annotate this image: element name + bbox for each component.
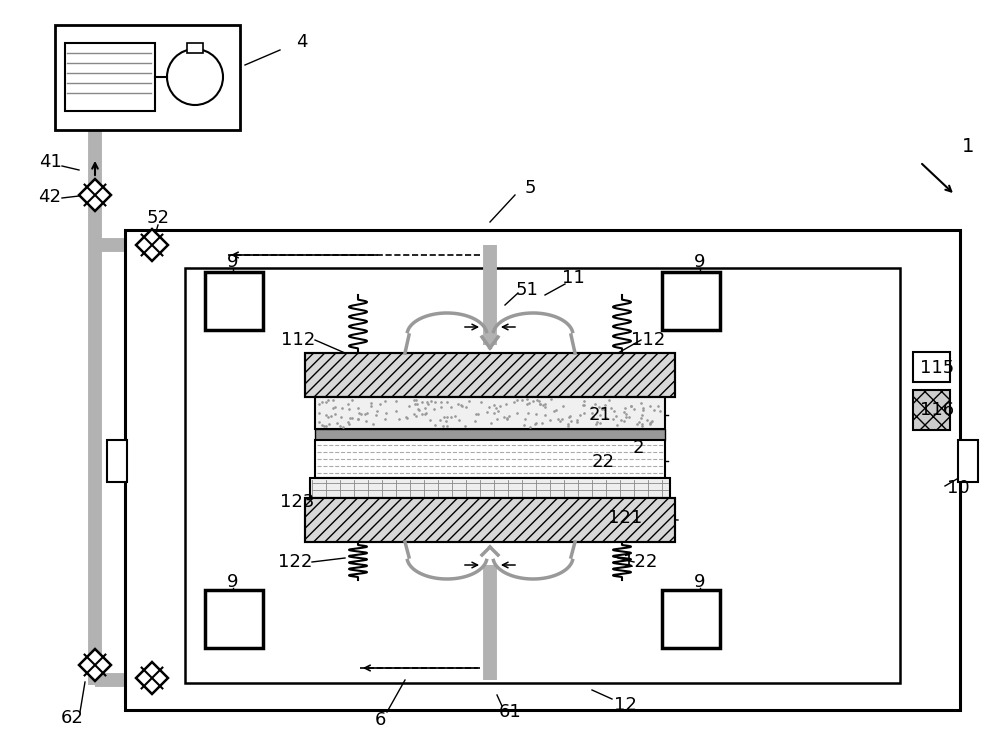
Bar bbox=[315, 429, 665, 440]
Text: 9: 9 bbox=[694, 253, 706, 271]
Text: 4: 4 bbox=[296, 33, 308, 51]
Bar bbox=[205, 590, 263, 648]
Text: 9: 9 bbox=[694, 573, 706, 591]
Text: 11: 11 bbox=[562, 269, 584, 287]
Polygon shape bbox=[79, 179, 111, 211]
Bar bbox=[662, 272, 720, 330]
Bar bbox=[913, 390, 950, 430]
Text: 51: 51 bbox=[516, 281, 538, 299]
Circle shape bbox=[167, 49, 223, 105]
Bar bbox=[310, 478, 670, 498]
Bar bbox=[125, 230, 960, 710]
Bar bbox=[187, 43, 203, 53]
Text: 122: 122 bbox=[278, 553, 312, 571]
Text: 12: 12 bbox=[614, 696, 636, 714]
Text: 112: 112 bbox=[281, 331, 315, 349]
Text: 123: 123 bbox=[280, 493, 314, 511]
Bar bbox=[662, 590, 720, 648]
Bar bbox=[305, 498, 675, 542]
Polygon shape bbox=[79, 649, 111, 681]
Text: 52: 52 bbox=[146, 209, 170, 227]
Text: 6: 6 bbox=[374, 711, 386, 729]
Text: 2: 2 bbox=[632, 439, 644, 457]
Text: 5: 5 bbox=[524, 179, 536, 197]
Text: 122: 122 bbox=[623, 553, 657, 571]
Bar bbox=[305, 498, 675, 542]
Bar bbox=[107, 440, 127, 482]
Bar bbox=[913, 352, 950, 382]
Text: 116: 116 bbox=[920, 401, 954, 419]
Text: 9: 9 bbox=[227, 573, 239, 591]
Text: 9: 9 bbox=[227, 253, 239, 271]
Bar bbox=[205, 272, 263, 330]
Bar bbox=[65, 43, 155, 111]
Bar bbox=[305, 353, 675, 397]
Text: 22: 22 bbox=[592, 453, 614, 471]
Bar bbox=[305, 353, 675, 397]
Bar bbox=[315, 440, 665, 478]
Text: 42: 42 bbox=[38, 188, 62, 206]
Polygon shape bbox=[136, 229, 168, 261]
Polygon shape bbox=[136, 662, 168, 694]
Text: 112: 112 bbox=[631, 331, 665, 349]
Bar bbox=[315, 397, 665, 429]
Text: 41: 41 bbox=[39, 153, 61, 171]
Text: 21: 21 bbox=[589, 406, 611, 424]
Text: 115: 115 bbox=[920, 359, 954, 377]
Text: 10: 10 bbox=[947, 479, 969, 497]
Text: 1: 1 bbox=[962, 138, 974, 156]
Bar bbox=[958, 440, 978, 482]
Text: 121: 121 bbox=[608, 509, 642, 527]
Text: 61: 61 bbox=[499, 703, 521, 721]
Text: 62: 62 bbox=[61, 709, 83, 727]
Bar bbox=[185, 268, 900, 683]
Bar bbox=[55, 25, 240, 130]
